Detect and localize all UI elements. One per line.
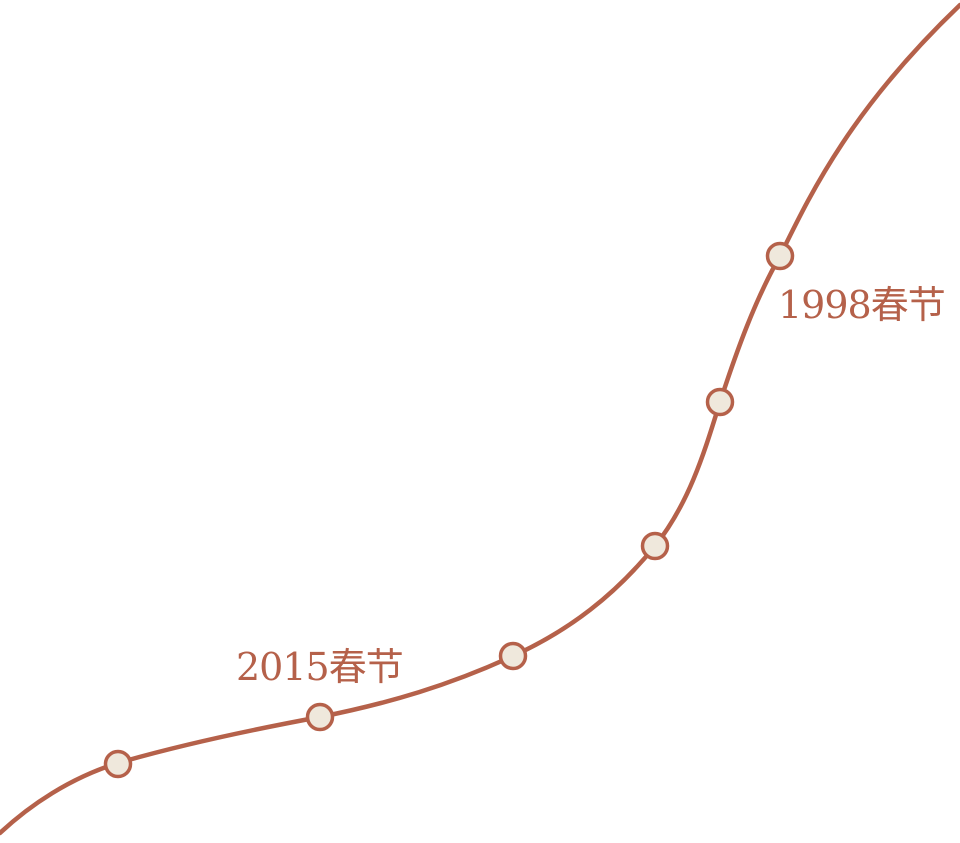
label-2015-spring-festival: 2015春节 (236, 645, 404, 689)
label-1998-spring-festival: 1998春节 (778, 283, 946, 327)
milestone-dots (103, 241, 795, 779)
milestone-3-dot (498, 641, 528, 671)
milestone-4-dot (640, 531, 670, 561)
milestone-5-dot (705, 387, 735, 417)
milestone-2-dot (305, 702, 335, 732)
milestone-1-dot (103, 749, 133, 779)
milestone-6-dot (765, 241, 795, 271)
